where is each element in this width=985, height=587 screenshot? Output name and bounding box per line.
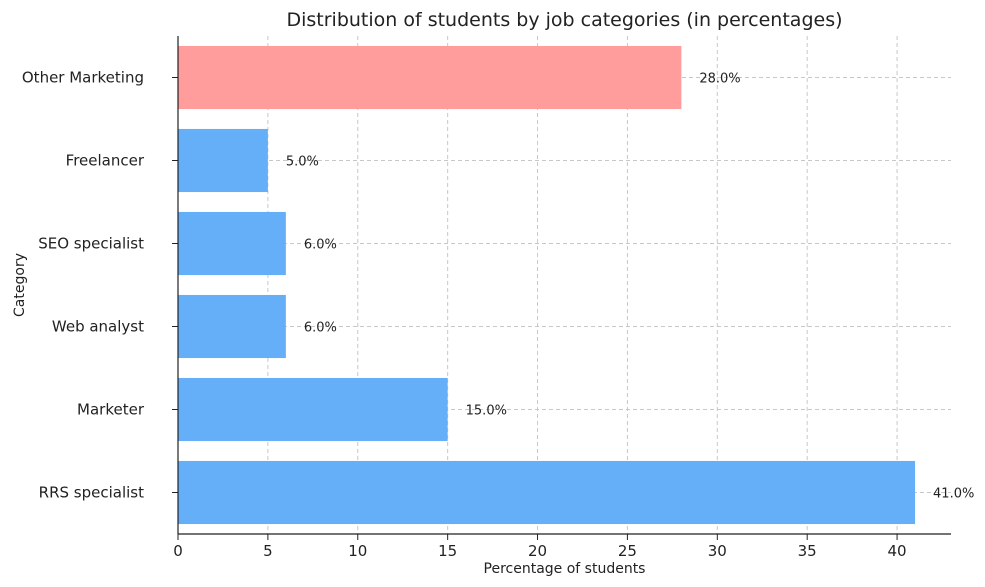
chart-title: Distribution of students by job categori… — [286, 9, 842, 31]
y-tick-label: RRS specialist — [39, 484, 144, 502]
bar — [178, 460, 916, 525]
y-axis-title: Category — [12, 253, 28, 317]
y-tick-label: Marketer — [77, 401, 145, 419]
y-tick-label: Web analyst — [52, 318, 144, 336]
bar-value-label: 6.0% — [304, 238, 337, 253]
x-tick-label: 30 — [708, 542, 727, 560]
x-tick-label: 20 — [528, 542, 547, 560]
bar-value-label: 15.0% — [466, 404, 507, 419]
x-tick-label: 40 — [888, 542, 907, 560]
bar-value-label: 5.0% — [286, 155, 319, 170]
bar — [178, 294, 286, 359]
x-tick-label: 5 — [263, 542, 273, 560]
grid — [177, 36, 951, 534]
bar — [178, 377, 448, 442]
bar-value-label: 41.0% — [933, 487, 974, 502]
y-tick-label: SEO specialist — [38, 235, 144, 253]
x-tick-label: 15 — [438, 542, 457, 560]
y-tick-label: Freelancer — [66, 152, 145, 170]
bar-value-label: 28.0% — [699, 72, 740, 87]
ticks: 0 5 10 15 20 25 30 35 40 RRS specialist Marketer We… — [22, 69, 907, 561]
bar-value-label: 6.0% — [304, 321, 337, 336]
value-labels: 41.0% 15.0% 6.0% 6.0% 5.0% 28.0% — [286, 72, 974, 502]
bars — [178, 45, 916, 525]
bar — [178, 128, 268, 193]
axes — [177, 36, 951, 535]
x-tick-label: 0 — [173, 542, 183, 560]
y-tick-label: Other Marketing — [22, 69, 144, 87]
x-tick-label: 35 — [798, 542, 817, 560]
x-tick-label: 10 — [348, 542, 367, 560]
bar — [178, 45, 682, 110]
x-axis-title: Percentage of students — [484, 561, 646, 577]
bar — [178, 211, 286, 276]
x-tick-label: 25 — [618, 542, 637, 560]
